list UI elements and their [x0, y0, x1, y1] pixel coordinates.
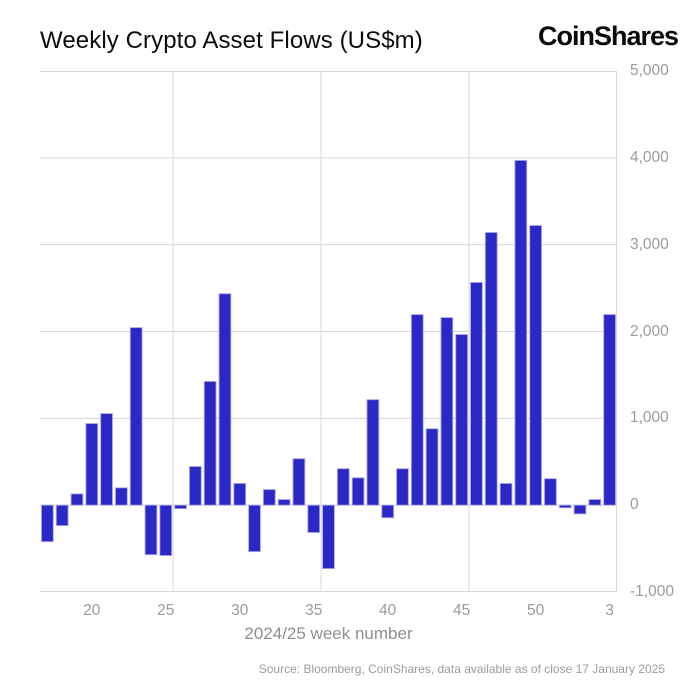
bar-week-20 — [85, 423, 99, 506]
bar-week-48 — [499, 483, 513, 506]
bar-week-22 — [115, 487, 128, 506]
bar-week-30 — [233, 483, 247, 506]
bar-chart-plot-area — [40, 71, 617, 592]
bar-week-34 — [292, 458, 306, 506]
bar-week-29 — [218, 293, 232, 506]
x-tick-label-week-45: 45 — [453, 602, 471, 619]
bar-week-21 — [100, 413, 113, 506]
bar-week-37 — [336, 468, 350, 506]
bar-week-51 — [544, 478, 557, 506]
bar-week-36 — [322, 504, 335, 570]
x-tick-label-week-3: 3 — [605, 602, 614, 619]
bar-week-39 — [366, 399, 380, 506]
y-tick-label--1000: -1,000 — [630, 583, 674, 600]
y-tick-label-4000: 4,000 — [630, 148, 669, 166]
bar-week-3 — [603, 314, 616, 506]
bar-week-47 — [484, 232, 498, 506]
bar-week-40 — [381, 504, 395, 519]
x-tick-label-week-20: 20 — [83, 602, 101, 619]
bar-week-46 — [470, 281, 483, 506]
bar-week-50 — [529, 225, 542, 506]
bar-chart-svg — [40, 71, 617, 592]
bar-week-27 — [188, 466, 202, 506]
y-tick-label-0: 0 — [630, 496, 639, 514]
x-axis-title: 2024/25 week number — [244, 624, 413, 643]
bar-week-31 — [248, 504, 261, 553]
x-tick-label-week-40: 40 — [379, 602, 397, 619]
bar-week-2 — [588, 499, 602, 506]
y-tick-label-5000: 5,000 — [630, 62, 669, 79]
y-tick-label-1000: 1,000 — [630, 409, 669, 427]
bar-week-24 — [144, 504, 158, 556]
bar-week-35 — [307, 504, 321, 533]
x-tick-label-week-35: 35 — [305, 602, 323, 619]
bar-week-32 — [262, 489, 276, 506]
x-tick-label-week-25: 25 — [157, 602, 175, 619]
bar-week-23 — [129, 327, 143, 506]
bar-week-28 — [203, 380, 217, 506]
bar-week-17 — [41, 504, 54, 543]
bar-week-44 — [440, 317, 454, 506]
y-tick-label-3000: 3,000 — [630, 235, 669, 253]
bar-week-45 — [455, 334, 469, 506]
bar-week-1 — [573, 504, 587, 515]
y-tick-label-2000: 2,000 — [630, 322, 669, 340]
bar-week-52 — [558, 504, 572, 509]
bar-week-19 — [70, 493, 84, 506]
bar-week-38 — [351, 477, 365, 506]
bar-week-25 — [159, 504, 173, 556]
bar-week-41 — [396, 468, 409, 506]
bar-week-49 — [514, 159, 528, 506]
bar-week-42 — [410, 314, 424, 506]
chart-title: Weekly Crypto Asset Flows (US$m) — [40, 27, 423, 54]
x-tick-label-week-50: 50 — [527, 602, 545, 619]
bar-week-26 — [174, 504, 187, 510]
coinshares-logo: CoinShares — [537, 21, 679, 51]
source-note: Source: Bloomberg, CoinShares, data avai… — [258, 662, 665, 676]
bar-week-33 — [277, 499, 291, 506]
bar-week-43 — [425, 428, 439, 506]
x-tick-label-week-30: 30 — [231, 602, 249, 619]
bar-week-18 — [55, 504, 69, 527]
